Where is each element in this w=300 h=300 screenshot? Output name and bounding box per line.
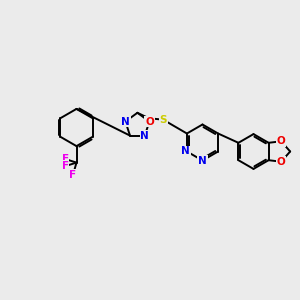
Text: F: F (61, 161, 69, 171)
Text: S: S (160, 115, 167, 125)
Text: O: O (277, 157, 286, 167)
Text: F: F (61, 154, 69, 164)
Text: O: O (277, 136, 286, 146)
Text: N: N (121, 116, 130, 127)
Text: N: N (198, 155, 207, 166)
Text: N: N (140, 130, 149, 141)
Text: O: O (145, 116, 154, 127)
Text: N: N (181, 146, 190, 157)
Text: F: F (69, 170, 76, 180)
